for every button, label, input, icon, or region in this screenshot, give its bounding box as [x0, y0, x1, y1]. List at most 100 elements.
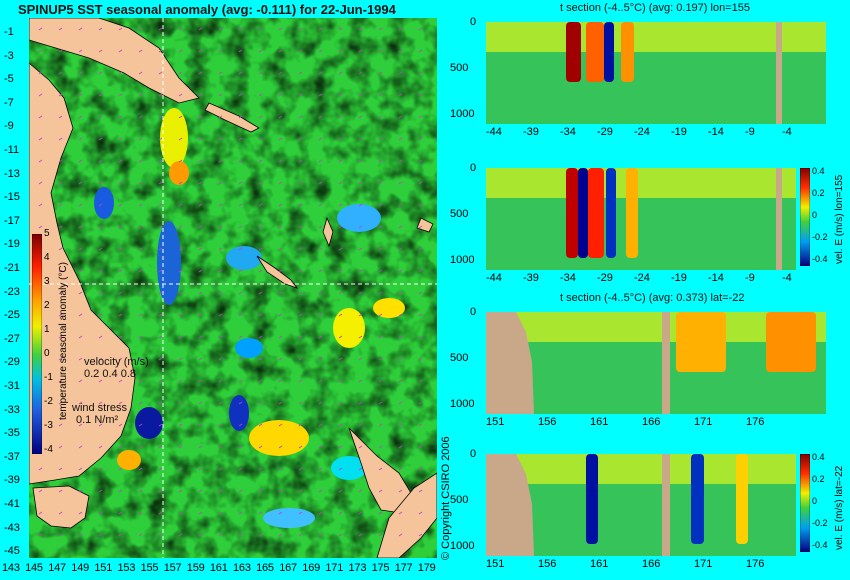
- wind-stress-arrow: [138, 467, 143, 471]
- wind-stress-arrow: [98, 511, 103, 515]
- new-guinea-land: [29, 18, 200, 104]
- wind-stress-arrow: [358, 533, 363, 537]
- wind-stress-arrow: [198, 225, 203, 229]
- section-x-tick: -34: [560, 126, 576, 138]
- velocity-colorbar-tick: -0.2: [812, 232, 828, 242]
- wind-stress-arrow: [58, 533, 63, 537]
- wind-stress-arrow: [418, 335, 423, 339]
- wind-stress-arrow: [98, 115, 103, 119]
- wind-stress-arrow: [258, 423, 263, 427]
- wind-stress-arrow: [338, 137, 343, 141]
- wind-stress-arrow: [58, 159, 63, 163]
- wind-stress-arrow: [358, 93, 363, 97]
- lat-tick-label: -31: [4, 380, 20, 392]
- wind-stress-arrow: [338, 93, 343, 97]
- section-land: [486, 454, 534, 556]
- wind-stress-arrow: [38, 225, 43, 229]
- wind-stress-arrow: [198, 93, 203, 97]
- sst-colorbar-tick: 1: [44, 324, 50, 335]
- wind-stress-arrow: [58, 313, 63, 317]
- wind-stress-arrow: [398, 467, 403, 471]
- wind-stress-arrow: [398, 247, 403, 251]
- section-y-tick: 0: [470, 448, 477, 460]
- wind-stress-arrow: [418, 93, 423, 97]
- wind-stress-arrow: [158, 533, 163, 537]
- wind-stress-arrow: [58, 291, 63, 295]
- wind-stress-arrow: [238, 27, 243, 31]
- main-map-title: SPINUP5 SST seasonal anomaly (avg: -0.11…: [18, 2, 396, 17]
- section-x-tick: 151: [486, 558, 505, 570]
- wind-stress-arrow: [278, 181, 283, 185]
- wind-stress-arrow: [278, 467, 283, 471]
- wind-stress-arrow: [38, 159, 43, 163]
- wind-stress-arrow: [318, 445, 323, 449]
- wind-stress-arrow: [358, 423, 363, 427]
- wind-stress-arrow: [418, 225, 423, 229]
- lon-tick-label: 147: [48, 562, 66, 574]
- section-x-tick: 151: [486, 416, 505, 428]
- lat-tick-label: -21: [4, 262, 20, 274]
- wind-stress-arrow: [58, 335, 63, 339]
- velocity-colorbar-tick: -0.4: [812, 254, 828, 264]
- wind-stress-arrow: [258, 401, 263, 405]
- velocity-colorbar-tick: 0: [812, 496, 818, 506]
- wind-stress-arrow: [178, 489, 183, 493]
- wind-stress-arrow: [318, 313, 323, 317]
- section-x-tick: 156: [538, 558, 557, 570]
- wind-stress-arrow: [98, 335, 103, 339]
- wind-stress-arrow: [258, 27, 263, 31]
- wind-stress-arrow: [198, 489, 203, 493]
- wind-stress-arrow: [118, 401, 123, 405]
- lon-tick-label: 165: [256, 562, 274, 574]
- wind-stress-arrow: [298, 115, 303, 119]
- wind-stress-arrow: [358, 467, 363, 471]
- wind-stress-arrow: [238, 445, 243, 449]
- section-x-tick: -39: [523, 272, 539, 284]
- wind-stress-arrow: [318, 115, 323, 119]
- wind-stress-arrow: [298, 313, 303, 317]
- wind-stress-arrow: [318, 291, 323, 295]
- lon-tick-label: 173: [348, 562, 367, 574]
- sst-colorbar-tick: 2: [44, 300, 50, 311]
- wind-stress-arrow: [338, 313, 343, 317]
- wind-stress-arrow: [58, 225, 63, 229]
- wind-stress-arrow: [398, 423, 403, 427]
- wind-stress-arrow: [258, 467, 263, 471]
- wind-stress-arrow: [238, 401, 243, 405]
- wind-stress-arrow: [138, 181, 143, 185]
- wind-stress-arrow: [318, 357, 323, 361]
- wind-stress-arrow: [398, 181, 403, 185]
- wind-stress-arrow: [378, 137, 383, 141]
- lat-tick-label: -37: [4, 450, 20, 463]
- wind-stress-arrow: [238, 379, 243, 383]
- wind-stress-arrow: [338, 533, 343, 537]
- wind-stress-arrow: [198, 533, 203, 537]
- wind-stress-arrow: [318, 27, 323, 31]
- wind-stress-arrow: [258, 225, 263, 229]
- wind-stress-arrow: [378, 159, 383, 163]
- wind-stress-arrow: [218, 159, 223, 163]
- lat-tick-label: -13: [4, 167, 20, 180]
- wind-stress-arrow: [318, 467, 323, 471]
- wind-stress-arrow: [198, 401, 203, 405]
- section-heatmap-2: [486, 312, 826, 414]
- wind-stress-arrow: [218, 445, 223, 449]
- wind-stress-arrow: [178, 137, 183, 141]
- wind-stress-arrow: [78, 445, 83, 449]
- wind-stress-arrow: [258, 159, 263, 163]
- velocity-colorbar-1: [800, 168, 810, 266]
- wind-stress-arrow: [418, 269, 423, 273]
- wind-stress-arrow: [258, 71, 263, 75]
- wind-stress-arrow: [318, 489, 323, 493]
- wind-stress-arrow: [378, 489, 383, 493]
- wind-stress-arrow: [38, 489, 43, 493]
- wind-stress-arrow: [338, 49, 343, 53]
- wind-stress-arrow: [398, 511, 403, 515]
- wind-stress-arrow: [138, 159, 143, 163]
- wind-stress-arrow: [118, 445, 123, 449]
- wind-stress-arrow: [378, 379, 383, 383]
- wind-legend-value: 0.1 N/m²: [76, 414, 119, 426]
- wind-stress-arrow: [338, 335, 343, 339]
- sst-colorbar-tick: -2: [44, 396, 53, 407]
- land-masses: [29, 18, 437, 558]
